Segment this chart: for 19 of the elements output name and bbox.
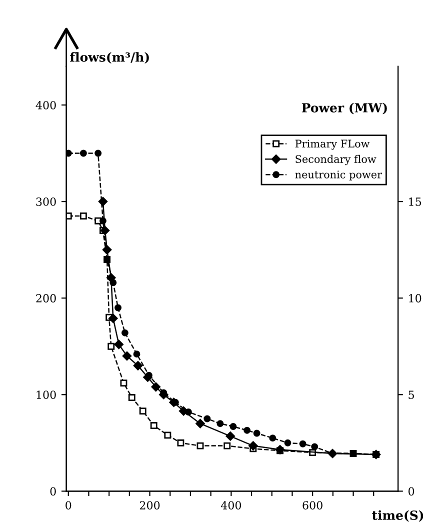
legend-label: Primary FLow (295, 140, 370, 150)
y2-tick-label: 0 (408, 487, 414, 496)
y-tick-label: 200 (36, 294, 56, 302)
y-tick-label: 0 (50, 487, 56, 496)
y-tick-label: 100 (36, 390, 56, 400)
x-tick-label: 200 (140, 501, 160, 510)
y2-tick-label: 15 (409, 198, 422, 206)
y-axis-title: flows(m³/h) (70, 52, 149, 64)
x-tick-label: 0 (66, 501, 72, 510)
x-tick-label: 600 (302, 501, 322, 510)
y2-axis-title: Power (MW) (302, 102, 387, 114)
y-tick-label: 400 (36, 100, 56, 110)
legend-label: neutronic power (295, 170, 382, 180)
x-tick-label: 400 (220, 501, 242, 510)
y-tick-label: 300 (36, 198, 56, 206)
x-axis-title: time(S) (372, 510, 424, 522)
y2-tick-label: 5 (408, 390, 414, 400)
y2-tick-label: 10 (409, 294, 422, 302)
legend-label: Secondary flow (296, 154, 376, 166)
